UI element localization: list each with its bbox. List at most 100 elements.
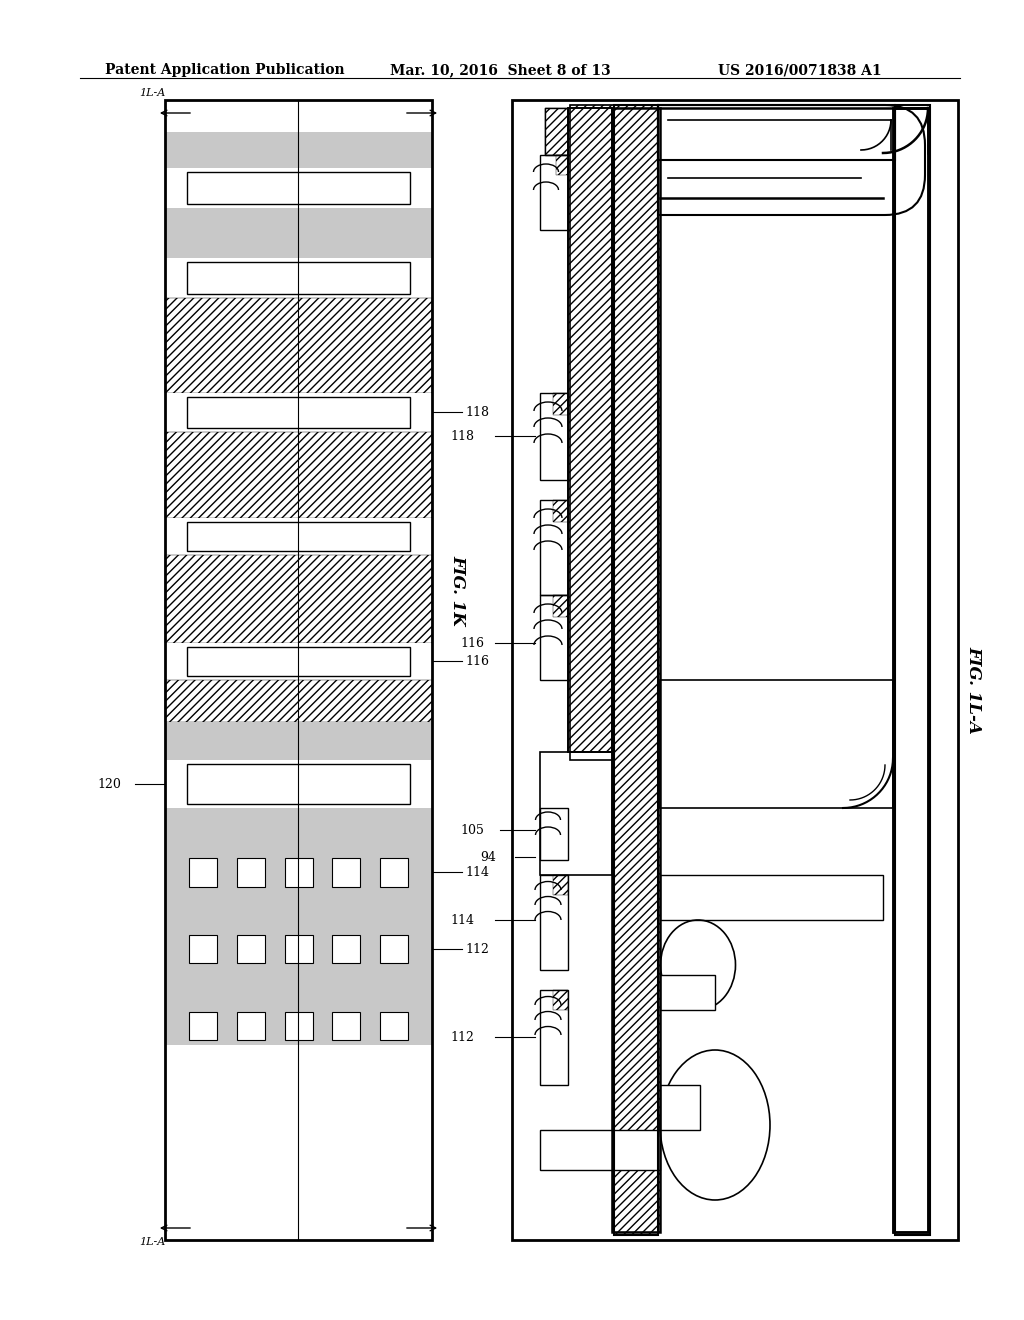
Bar [660, 975, 715, 1010]
Bar [895, 106, 930, 1236]
Bar [658, 106, 895, 160]
Bar [540, 500, 568, 595]
Bar [187, 397, 410, 428]
Bar [512, 100, 958, 1239]
Bar [187, 261, 410, 294]
Bar [285, 1012, 312, 1040]
Bar [165, 393, 432, 432]
Bar [165, 100, 432, 132]
Text: 112: 112 [465, 942, 488, 956]
Bar [165, 132, 432, 168]
Bar [188, 1012, 217, 1040]
Bar [540, 393, 568, 480]
Bar [165, 853, 432, 892]
Bar [380, 935, 409, 964]
Bar [333, 935, 360, 964]
Bar [237, 935, 264, 964]
Bar [540, 595, 568, 680]
Ellipse shape [660, 920, 735, 1010]
Text: 105: 105 [460, 824, 484, 837]
Bar [553, 595, 568, 616]
Bar [556, 154, 568, 176]
Bar [165, 554, 432, 643]
Bar [545, 108, 568, 154]
Bar [165, 892, 432, 931]
Bar [540, 990, 568, 1085]
Bar [540, 393, 568, 480]
Bar [380, 858, 409, 887]
Bar [660, 875, 893, 920]
Bar [553, 393, 568, 414]
Bar [540, 808, 568, 861]
Bar [612, 108, 660, 1232]
Bar [540, 154, 568, 230]
FancyBboxPatch shape [660, 148, 923, 238]
Bar [570, 106, 614, 760]
Ellipse shape [660, 1049, 770, 1200]
Bar [540, 595, 568, 680]
Bar [165, 968, 432, 1007]
Text: FIG. 1L-A: FIG. 1L-A [966, 645, 982, 734]
Bar [188, 858, 217, 887]
Bar [540, 154, 568, 230]
Bar [660, 875, 883, 920]
Bar [165, 100, 432, 1239]
Bar [540, 808, 568, 861]
Bar [540, 752, 612, 875]
Bar [187, 172, 410, 205]
FancyBboxPatch shape [658, 110, 920, 165]
Bar [333, 858, 360, 887]
Bar [188, 935, 217, 964]
Text: Patent Application Publication: Patent Application Publication [105, 63, 345, 77]
Bar [165, 517, 432, 554]
Bar [893, 108, 928, 1232]
Bar [570, 106, 614, 760]
Bar [553, 875, 568, 895]
Bar [333, 1012, 360, 1040]
Bar [660, 975, 715, 1010]
Bar [165, 209, 432, 257]
Bar [285, 935, 312, 964]
Bar [165, 643, 432, 680]
Bar [895, 106, 930, 1236]
Text: 114: 114 [465, 866, 489, 879]
Bar [568, 108, 612, 752]
Bar [165, 808, 432, 853]
Bar [165, 257, 432, 298]
Bar [540, 1130, 660, 1170]
Bar [660, 1085, 700, 1130]
Bar [660, 108, 928, 201]
Bar [553, 990, 568, 1010]
Bar [540, 990, 568, 1085]
Text: FIG. 1K: FIG. 1K [450, 554, 467, 626]
Bar [165, 298, 432, 393]
Text: 94: 94 [480, 851, 496, 865]
Bar [512, 100, 958, 1239]
Bar [660, 680, 893, 808]
Text: US 2016/0071838 A1: US 2016/0071838 A1 [718, 63, 882, 77]
Bar [187, 521, 410, 550]
Bar [568, 108, 612, 752]
Text: 1L-A: 1L-A [139, 1237, 165, 1247]
Text: 1L-A: 1L-A [139, 88, 165, 98]
Bar [165, 760, 432, 808]
Bar [660, 680, 893, 808]
Bar [380, 1012, 409, 1040]
PathPatch shape [658, 106, 925, 215]
Bar [165, 680, 432, 722]
Text: 120: 120 [97, 777, 121, 791]
Bar [553, 500, 568, 521]
Bar [165, 1045, 432, 1239]
Bar [540, 752, 612, 875]
Bar [512, 100, 958, 1239]
Bar [540, 875, 568, 970]
Text: 112: 112 [450, 1031, 474, 1044]
Text: 118: 118 [450, 430, 474, 444]
Bar [568, 108, 612, 752]
Bar [893, 108, 928, 1232]
Bar [614, 106, 658, 1236]
Bar [893, 108, 928, 1232]
Text: 118: 118 [465, 407, 489, 418]
Bar [165, 1007, 432, 1045]
Bar [658, 106, 895, 160]
